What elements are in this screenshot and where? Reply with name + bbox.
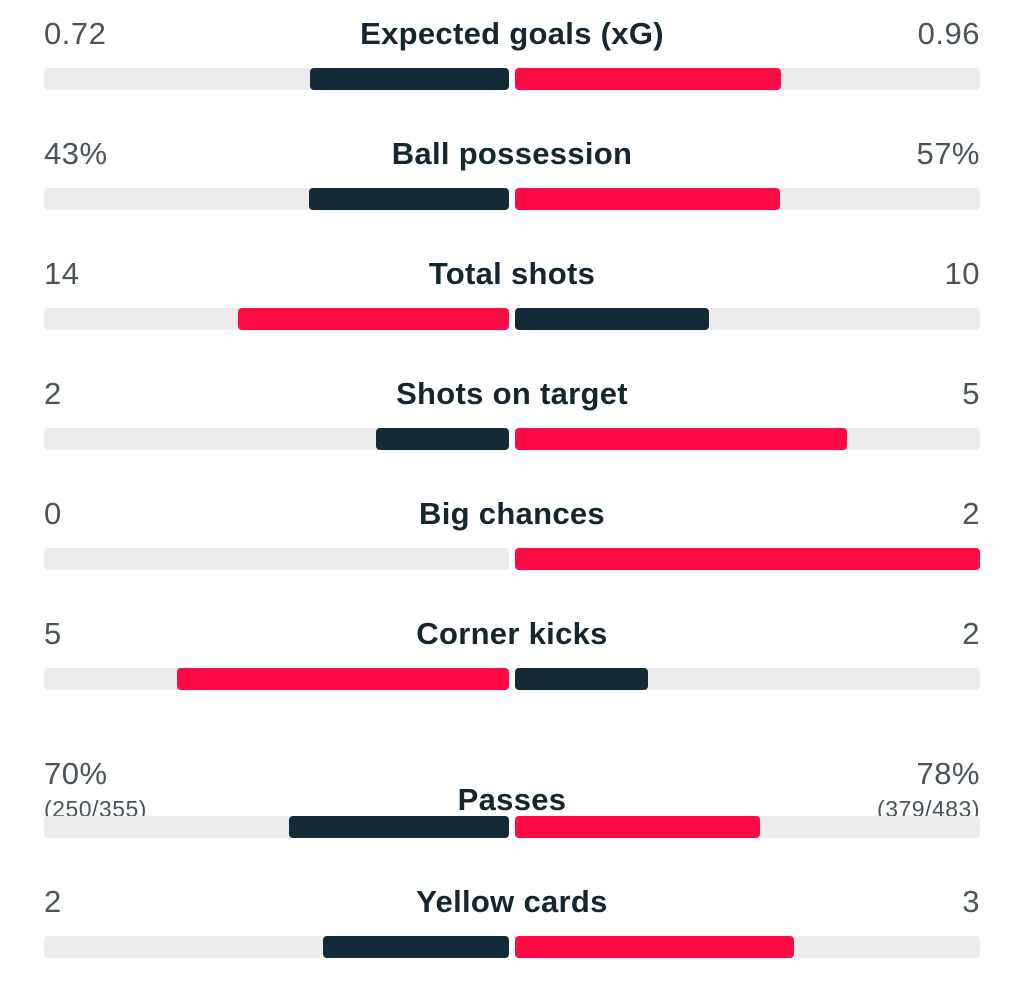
away-bar-fill <box>515 668 648 690</box>
stat-row-yellow-cards: 2 Yellow cards 3 <box>44 868 980 988</box>
stat-label: Expected goals (xG) <box>360 16 664 51</box>
away-bar-fill <box>515 428 848 450</box>
away-bar-fill <box>515 816 761 838</box>
away-bar-track <box>515 188 980 210</box>
away-value: 78% <box>916 756 980 791</box>
home-bar-fill <box>323 936 509 958</box>
away-bar-fill <box>515 936 794 958</box>
stat-row-passes: 70% (250/355) Passes 78% (379/483) <box>44 748 980 868</box>
away-value: 10 <box>944 256 980 291</box>
home-bar-track <box>44 816 509 838</box>
comparison-bar <box>44 548 980 570</box>
stat-header: 2 Yellow cards 3 <box>44 868 980 936</box>
home-bar-fill <box>176 668 509 690</box>
home-bar-track <box>44 548 509 570</box>
home-bar-track <box>44 428 509 450</box>
away-bar-fill <box>515 68 781 90</box>
comparison-bar <box>44 816 980 838</box>
away-value: 0.96 <box>917 16 980 51</box>
home-value: 43% <box>44 136 108 171</box>
away-value: 5 <box>962 376 980 411</box>
home-bar-track <box>44 936 509 958</box>
stat-row-big-chances: 0 Big chances 2 <box>44 480 980 600</box>
stat-row-expected-goals: 0.72 Expected goals (xG) 0.96 <box>44 0 980 120</box>
stat-label: Shots on target <box>396 376 628 411</box>
stat-header: 2 Shots on target 5 <box>44 360 980 428</box>
away-bar-track <box>515 308 980 330</box>
away-bar-fill <box>515 548 980 570</box>
stat-row-total-shots: 14 Total shots 10 <box>44 240 980 360</box>
away-bar-track <box>515 936 980 958</box>
comparison-bar <box>44 188 980 210</box>
away-value: 2 <box>962 496 980 531</box>
away-bar-track <box>515 668 980 690</box>
comparison-bar <box>44 68 980 90</box>
home-bar-fill <box>376 428 509 450</box>
away-bar-track <box>515 428 980 450</box>
comparison-bar <box>44 668 980 690</box>
away-bar-track <box>515 548 980 570</box>
home-value: 2 <box>44 376 62 411</box>
stat-label: Passes <box>457 782 567 817</box>
stat-header: 43% Ball possession 57% <box>44 120 980 188</box>
home-bar-fill <box>309 188 509 210</box>
stat-label: Yellow cards <box>416 884 608 919</box>
comparison-bar <box>44 428 980 450</box>
away-bar-track <box>515 68 980 90</box>
home-bar-track <box>44 188 509 210</box>
stat-row-ball-possession: 43% Ball possession 57% <box>44 120 980 240</box>
stat-label: Ball possession <box>391 136 633 171</box>
stat-header: 0 Big chances 2 <box>44 480 980 548</box>
home-value: 5 <box>44 616 62 651</box>
comparison-bar <box>44 308 980 330</box>
home-value: 0 <box>44 496 62 531</box>
away-value: 57% <box>916 136 980 171</box>
away-bar-track <box>515 816 980 838</box>
home-bar-track <box>44 68 509 90</box>
stat-row-corner-kicks: 5 Corner kicks 2 <box>44 600 980 720</box>
away-bar-fill <box>515 308 709 330</box>
home-value: 0.72 <box>44 16 107 51</box>
stat-header: 0.72 Expected goals (xG) 0.96 <box>44 0 980 68</box>
stat-label: Big chances <box>419 496 605 531</box>
home-bar-fill <box>289 816 509 838</box>
stat-row-shots-on-target: 2 Shots on target 5 <box>44 360 980 480</box>
stat-header: 70% (250/355) Passes 78% (379/483) <box>44 748 980 822</box>
away-bar-fill <box>515 188 781 210</box>
home-value: 70% <box>44 756 108 791</box>
away-value: 2 <box>962 616 980 651</box>
away-value: 3 <box>962 884 980 919</box>
stat-label: Corner kicks <box>416 616 608 651</box>
home-bar-track <box>44 308 509 330</box>
stat-header: 5 Corner kicks 2 <box>44 600 980 668</box>
home-value: 14 <box>44 256 80 291</box>
home-value: 2 <box>44 884 62 919</box>
home-bar-track <box>44 668 509 690</box>
home-bar-fill <box>309 68 509 90</box>
stat-header: 14 Total shots 10 <box>44 240 980 308</box>
home-bar-fill <box>237 308 509 330</box>
stat-label: Total shots <box>428 256 596 291</box>
comparison-bar <box>44 936 980 958</box>
